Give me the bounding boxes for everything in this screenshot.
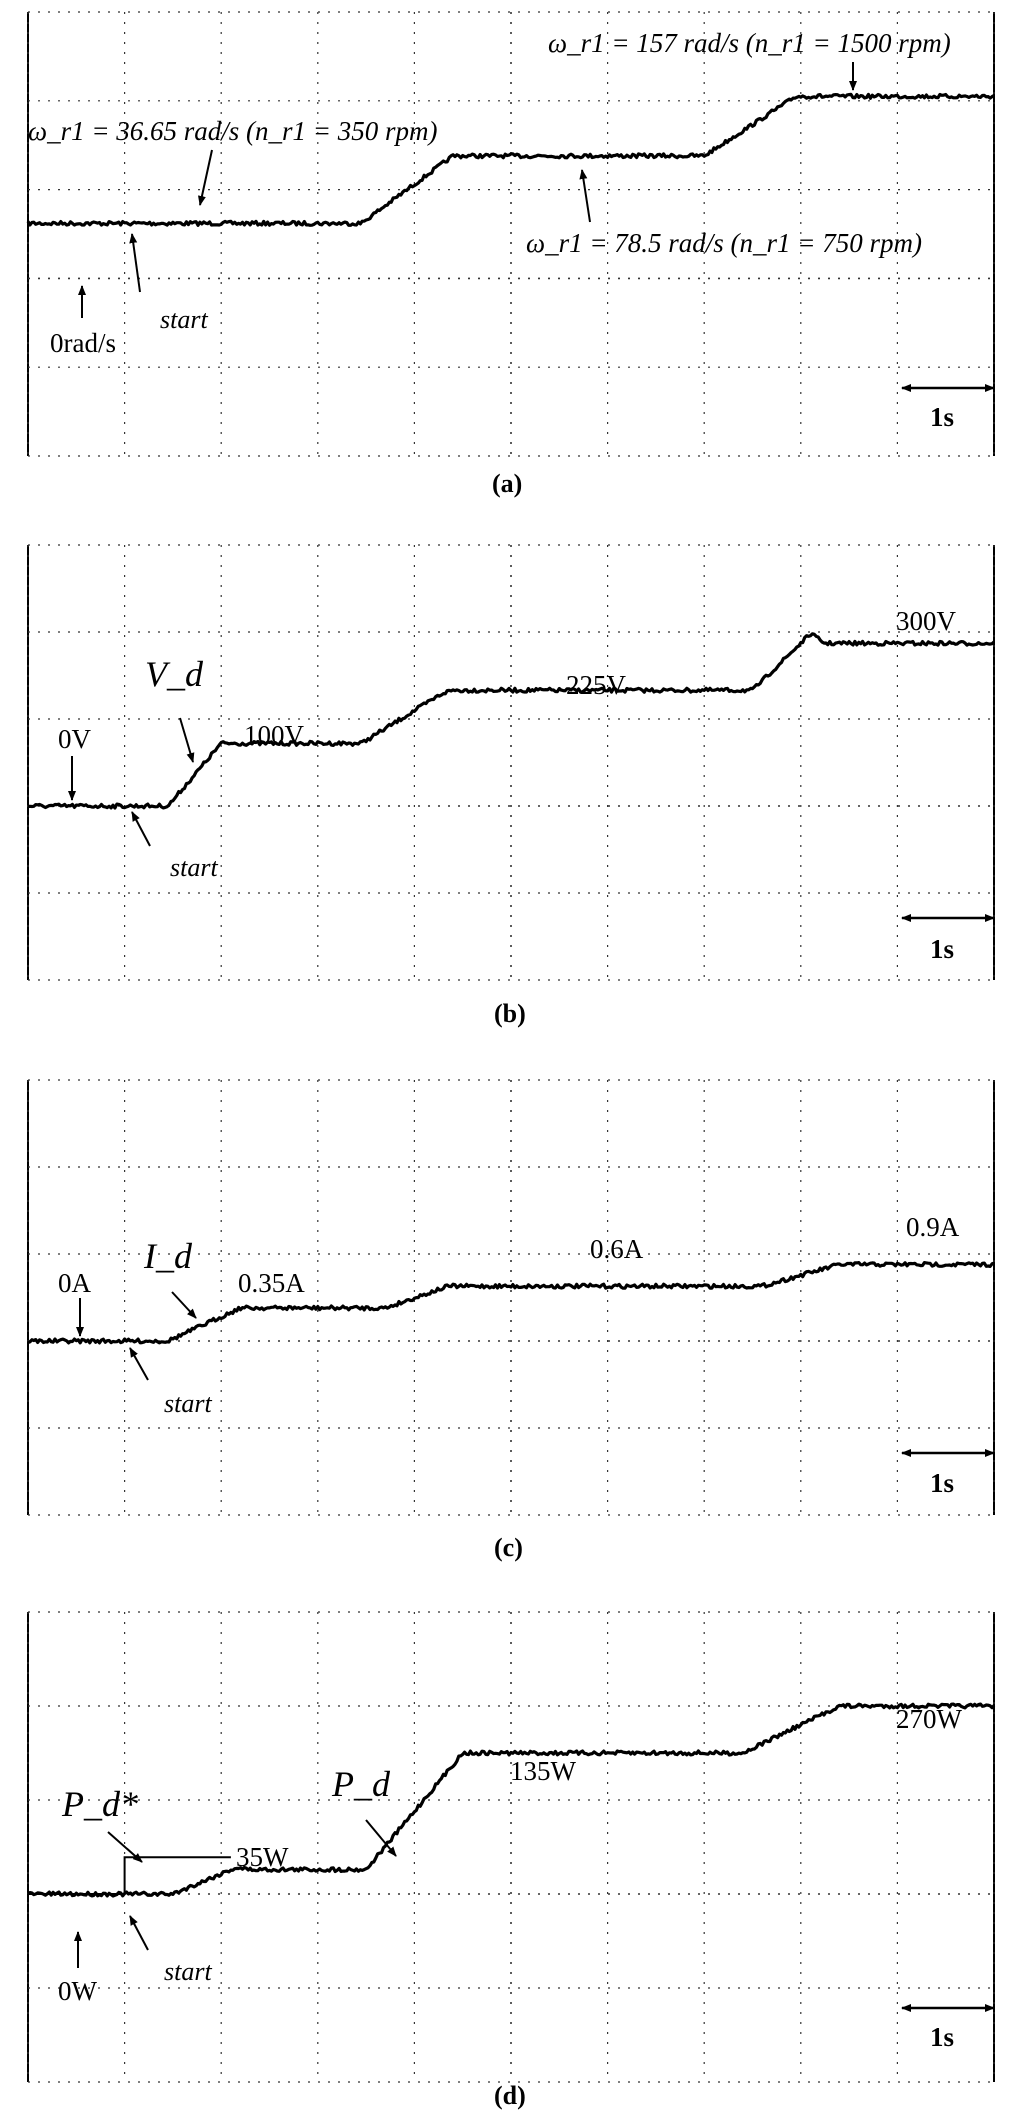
- panel-c-arrow-symbol: [171, 1291, 197, 1319]
- panel-b-arrow-symbol: [179, 717, 195, 763]
- panel-a-arrow-mid: [579, 169, 591, 223]
- panel-a-grid: [27, 11, 995, 457]
- panel-a: ω_r1 = 157 rad/s (n_r1 = 1500 rpm) ω_r1 …: [26, 11, 995, 498]
- panel-d-label-zero: 0W: [58, 1976, 98, 2006]
- panel-b-label-level1: 100V: [244, 720, 305, 750]
- panel-b: 300V V_d 225V 100V 0V start 1s (b): [27, 544, 996, 1028]
- panel-c-label-zero: 0A: [58, 1268, 92, 1298]
- series-line: [27, 1261, 995, 1345]
- panel-b-grid: [27, 544, 995, 981]
- panel-a-scale-label: 1s: [930, 402, 954, 432]
- panel-a-arrow-start: [129, 233, 141, 293]
- panel-c-grid: [27, 1079, 995, 1516]
- panel-b-caption: (b): [494, 999, 526, 1028]
- panel-a-label-mid: ω_r1 = 78.5 rad/s (n_r1 = 750 rpm): [526, 228, 922, 258]
- panel-d-scale-label: 1s: [930, 2022, 954, 2052]
- panel-d-caption: (d): [494, 2081, 526, 2110]
- panel-d-label-start: start: [164, 1957, 212, 1986]
- panel-d-arrow-symbol: [365, 1819, 397, 1857]
- panel-d-label-level2: 135W: [510, 1756, 577, 1786]
- panel-b-label-zero: 0V: [58, 724, 92, 754]
- panel-d-label-symbol: P_d: [331, 1764, 391, 1804]
- panel-b-label-start: start: [170, 853, 218, 882]
- series-line-reference: [28, 1856, 231, 1895]
- panel-b-scale-label: 1s: [930, 934, 954, 964]
- panel-d-arrow-ref-symbol: [107, 1831, 143, 1863]
- panel-c-caption: (c): [494, 1533, 523, 1562]
- panel-c-label-level3: 0.9A: [906, 1212, 960, 1242]
- panel-d-label-level1: 35W: [236, 1842, 289, 1872]
- panel-d-trace: [27, 1702, 996, 1898]
- panel-a-label-zero: 0rad/s: [50, 328, 116, 358]
- panel-a-caption: (a): [492, 469, 522, 498]
- panel-c-label-level2: 0.6A: [590, 1234, 644, 1264]
- panel-d-arrow-start: [129, 1915, 149, 1951]
- panel-b-trace: [27, 632, 996, 810]
- panel-c-label-symbol: I_d: [143, 1236, 193, 1276]
- series-line: [27, 1702, 996, 1898]
- panel-c-label-level1: 0.35A: [238, 1268, 305, 1298]
- panel-d: 270W 135W P_d P_d* 35W 0W start 1s (d): [27, 1611, 996, 2110]
- panel-c: 0.9A 0.6A I_d 0.35A 0A start 1s (c): [27, 1079, 995, 1562]
- panel-b-label-symbol: V_d: [145, 654, 204, 694]
- series-line: [26, 92, 995, 227]
- panel-d-label-level3: 270W: [896, 1704, 963, 1734]
- panel-c-trace: [27, 1261, 995, 1345]
- panel-a-label-left: ω_r1 = 36.65 rad/s (n_r1 = 350 rpm): [28, 116, 438, 146]
- panel-b-arrow-start: [131, 811, 151, 847]
- panel-c-arrow-start: [129, 1347, 149, 1381]
- panel-a-trace: [26, 92, 995, 227]
- panel-b-label-level2: 225V: [566, 670, 627, 700]
- panel-b-label-level3: 300V: [896, 606, 957, 636]
- panel-d-label-ref-symbol: P_d*: [61, 1784, 138, 1824]
- panel-c-label-start: start: [164, 1389, 212, 1418]
- panel-d-grid: [27, 1611, 995, 2083]
- panel-a-label-start: start: [160, 305, 208, 334]
- panel-a-label-top-right: ω_r1 = 157 rad/s (n_r1 = 1500 rpm): [548, 28, 951, 58]
- series-line: [27, 632, 996, 810]
- panel-a-arrow-left: [198, 149, 213, 206]
- panel-c-scale-label: 1s: [930, 1468, 954, 1498]
